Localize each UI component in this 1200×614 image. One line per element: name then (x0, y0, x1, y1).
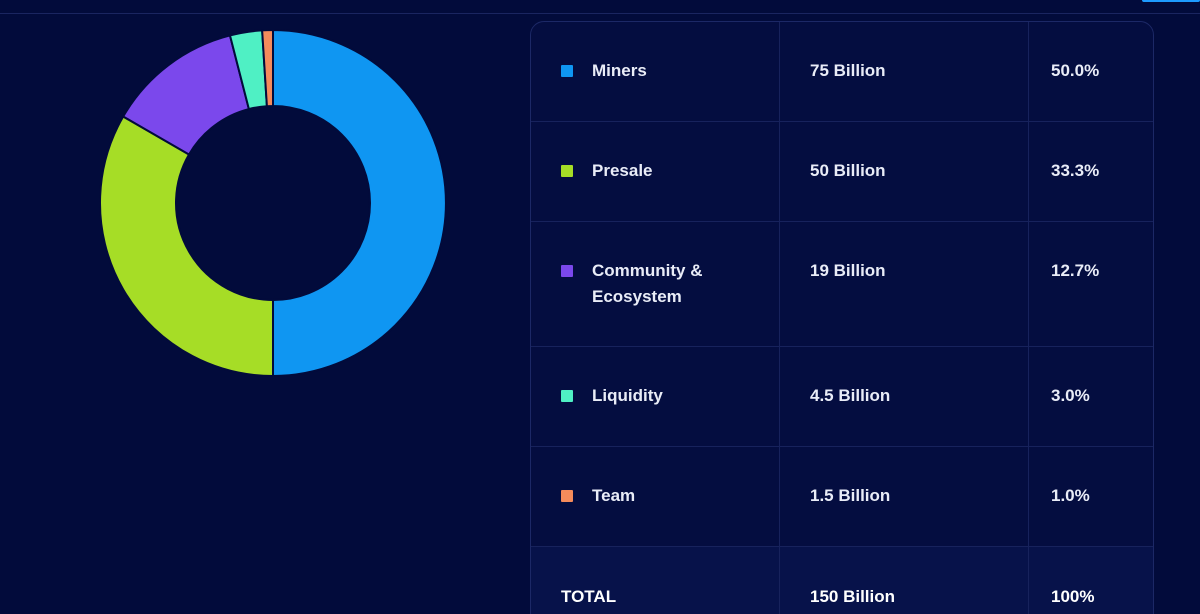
community-swatch-icon (561, 265, 573, 277)
row-name-line2: Ecosystem (592, 287, 682, 306)
table-row-total: TOTAL 150 Billion 100% (531, 547, 1153, 614)
total-percent: 100% (1051, 587, 1095, 606)
header-tab-indicator[interactable] (1142, 0, 1200, 2)
donut-slice-presale (99, 115, 274, 378)
team-swatch-icon (561, 490, 573, 502)
row-amount: 19 Billion (810, 261, 886, 280)
table-row-community: Community & Ecosystem 19 Billion 12.7% (531, 222, 1153, 347)
row-amount: 4.5 Billion (810, 386, 891, 405)
row-name: Presale (592, 161, 653, 180)
column-divider (1028, 22, 1029, 614)
row-amount: 75 Billion (810, 61, 886, 80)
row-name-line1: Community & (592, 261, 703, 280)
miners-swatch-icon (561, 65, 573, 77)
row-percent: 3.0% (1051, 386, 1090, 405)
total-amount: 150 Billion (810, 587, 896, 606)
row-percent: 1.0% (1051, 486, 1090, 505)
row-percent: 12.7% (1051, 261, 1100, 280)
row-name: Liquidity (592, 386, 663, 405)
table-row-miners: Miners 75 Billion 50.0% (531, 22, 1153, 122)
table-row-liquidity: Liquidity 4.5 Billion 3.0% (531, 347, 1153, 447)
row-amount: 50 Billion (810, 161, 886, 180)
total-label: TOTAL (561, 587, 617, 606)
donut-slice-team (261, 28, 274, 108)
liquidity-swatch-icon (561, 390, 573, 402)
allocation-table: Miners 75 Billion 50.0% Presale 50 Billi… (530, 21, 1154, 614)
donut-slice-miners (272, 28, 447, 378)
donut-chart (99, 28, 447, 378)
column-divider (779, 22, 780, 614)
row-name: Team (592, 486, 636, 505)
row-amount: 1.5 Billion (810, 486, 891, 505)
row-name: Miners (592, 61, 647, 80)
row-percent: 50.0% (1051, 61, 1100, 80)
row-percent: 33.3% (1051, 161, 1100, 180)
presale-swatch-icon (561, 165, 573, 177)
table-row-team: Team 1.5 Billion 1.0% (531, 447, 1153, 547)
table-row-presale: Presale 50 Billion 33.3% (531, 122, 1153, 222)
header-divider (0, 13, 1200, 14)
